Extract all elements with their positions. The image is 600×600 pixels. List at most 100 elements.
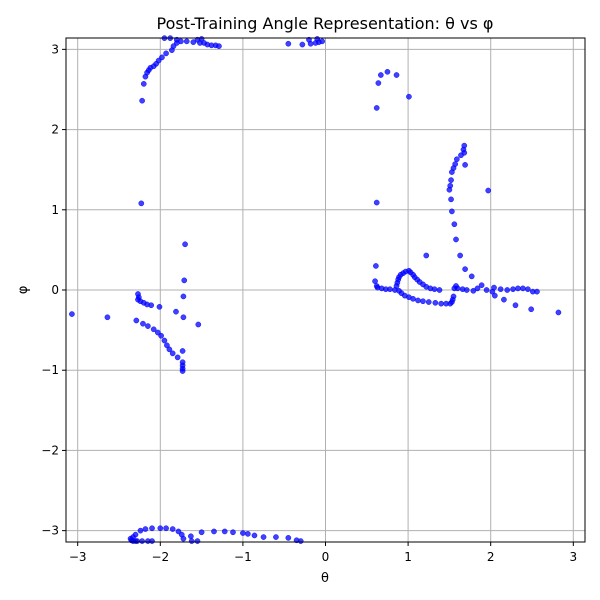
scatter-point: [384, 68, 391, 75]
x-tick-label: 0: [322, 550, 330, 564]
scatter-point: [448, 177, 454, 183]
scatter-point: [163, 50, 169, 57]
scatter-point: [285, 535, 292, 541]
scatter-point: [198, 529, 205, 536]
scatter-point: [166, 346, 173, 353]
scatter-point: [425, 299, 432, 305]
scatter-point: [423, 252, 430, 259]
scatter-point: [211, 528, 217, 535]
scatter-point: [139, 97, 145, 104]
x-tick-label: −1: [234, 550, 252, 564]
scatter-point: [448, 196, 454, 203]
scatter-point: [148, 302, 155, 309]
scatter-point: [181, 277, 188, 284]
scatter-point: [216, 43, 222, 49]
scatter-point: [458, 152, 464, 159]
chart-title: Post-Training Angle Representation: θ vs…: [157, 14, 494, 33]
scatter-point: [142, 526, 149, 532]
scatter-point: [297, 538, 304, 544]
scatter-point: [240, 530, 246, 536]
scatter-point: [157, 525, 164, 532]
scatter-point: [393, 72, 400, 78]
scatter-point: [314, 36, 321, 42]
scatter-point: [462, 266, 468, 272]
scatter-point: [457, 252, 463, 259]
x-tick-label: 1: [404, 550, 412, 564]
scatter-point: [245, 531, 251, 537]
scatter-point: [251, 532, 258, 539]
scatter-point: [454, 285, 461, 292]
x-tick-label: 3: [569, 550, 577, 564]
data-points: [69, 35, 562, 544]
scatter-point: [179, 348, 186, 354]
scatter-point: [180, 293, 187, 300]
scatter-point: [134, 538, 141, 544]
scatter-point: [415, 297, 421, 304]
scatter-point: [406, 93, 412, 100]
scatter-point: [483, 287, 490, 293]
scatter-point: [449, 169, 455, 175]
scatter-point: [497, 286, 504, 293]
scatter-point: [174, 354, 181, 361]
y-tick-label: 2: [51, 123, 59, 137]
scatter-point: [285, 40, 292, 47]
scatter-point: [463, 287, 470, 293]
scatter-point: [179, 368, 186, 374]
scatter-point: [299, 41, 306, 48]
scatter-point: [520, 285, 526, 292]
scatter-point: [375, 80, 382, 86]
y-tick-label: 1: [51, 203, 59, 217]
scatter-point: [525, 286, 531, 293]
scatter-point: [432, 299, 439, 306]
scatter-point: [372, 278, 378, 285]
scatter-point: [534, 288, 540, 295]
scatter-point: [145, 323, 151, 329]
scatter-point: [188, 538, 195, 544]
scatter-point: [260, 534, 267, 540]
x-axis-label: θ: [321, 571, 329, 586]
scatter-point: [474, 285, 481, 292]
scatter-point: [194, 538, 201, 544]
scatter-point: [140, 320, 146, 327]
scatter-point: [436, 287, 443, 293]
scatter-point: [451, 221, 458, 228]
scatter-point: [504, 287, 511, 293]
scatter-point: [221, 528, 228, 535]
scatter-point: [182, 241, 188, 248]
scatter-point: [468, 273, 475, 280]
scatter-point: [180, 535, 187, 542]
scatter-point: [450, 293, 457, 300]
scatter-point: [515, 285, 521, 292]
y-tick-label: −3: [41, 524, 59, 538]
scatter-point: [462, 162, 468, 168]
scatter-point: [449, 208, 455, 215]
axis-ticks: −3 −2 −1 0 1 2 3 −3 −2 −1 0 1 2 3: [41, 42, 577, 564]
scatter-point: [491, 284, 497, 291]
scatter-point: [485, 187, 492, 194]
scatter-point: [149, 538, 155, 544]
scatter-point: [528, 306, 535, 313]
y-tick-label: −1: [41, 363, 59, 377]
scatter-point: [510, 286, 516, 293]
y-tick-label: −2: [41, 443, 59, 457]
scatter-point: [373, 105, 380, 111]
scatter-point: [140, 80, 147, 87]
scatter-point: [438, 300, 444, 307]
scatter-point: [133, 317, 140, 324]
scatter-point: [69, 311, 75, 317]
x-tick-label: −3: [69, 550, 87, 564]
scatter-point: [188, 533, 194, 540]
scatter-point: [198, 36, 205, 42]
scatter-point: [139, 538, 145, 544]
scatter-point: [150, 326, 157, 333]
scatter-point: [169, 526, 176, 532]
scatter-point: [431, 286, 438, 293]
scatter-point: [470, 287, 477, 294]
scatter-point: [377, 72, 384, 78]
scatter-point: [190, 39, 197, 45]
scatter-point: [138, 200, 145, 207]
scatter-point: [195, 321, 202, 328]
scatter-point: [373, 263, 379, 269]
scatter-point: [319, 38, 326, 45]
